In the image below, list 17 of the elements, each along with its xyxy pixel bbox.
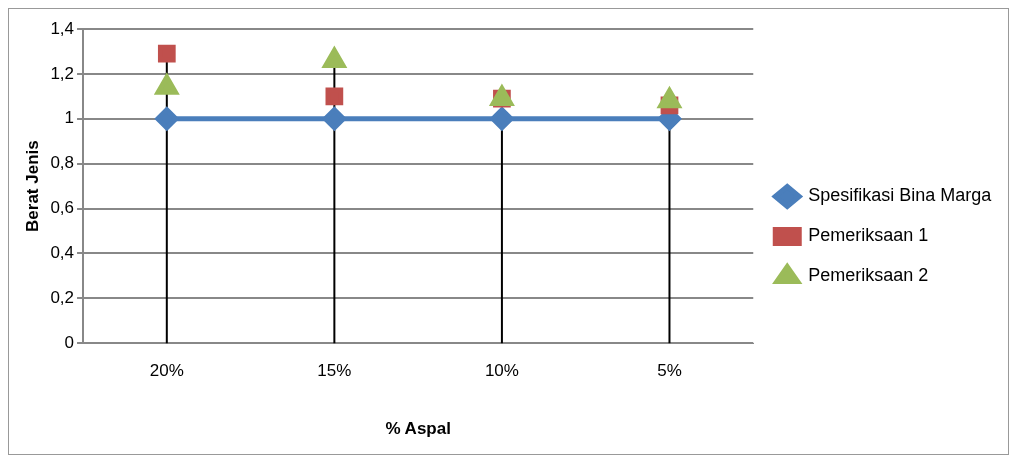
y-tick-label: 0,4	[50, 243, 75, 263]
legend-label: Pemeriksaan 2	[808, 265, 929, 286]
legend-label: Pemeriksaan 1	[808, 225, 929, 246]
y-tick-label: 0	[64, 332, 75, 352]
x-tick-label: 5%	[657, 361, 682, 381]
x-tick-label: 20%	[149, 361, 184, 381]
x-tick-label: 10%	[484, 361, 519, 381]
y-tick-label: 0,6	[50, 198, 75, 218]
legend-label: Spesifikasi Bina Marga	[808, 185, 993, 206]
x-axis-title: % Aspal	[385, 419, 451, 439]
y-tick-label: 0,8	[50, 153, 75, 173]
y-tick-label: 1,4	[50, 18, 75, 38]
y-axis-title: Berat Jenis	[22, 140, 42, 232]
y-tick-label: 1	[64, 108, 75, 128]
y-tick-label: 1,2	[50, 63, 75, 83]
y-tick-label: 0,2	[50, 288, 75, 307]
x-tick-label: 15%	[317, 361, 352, 381]
